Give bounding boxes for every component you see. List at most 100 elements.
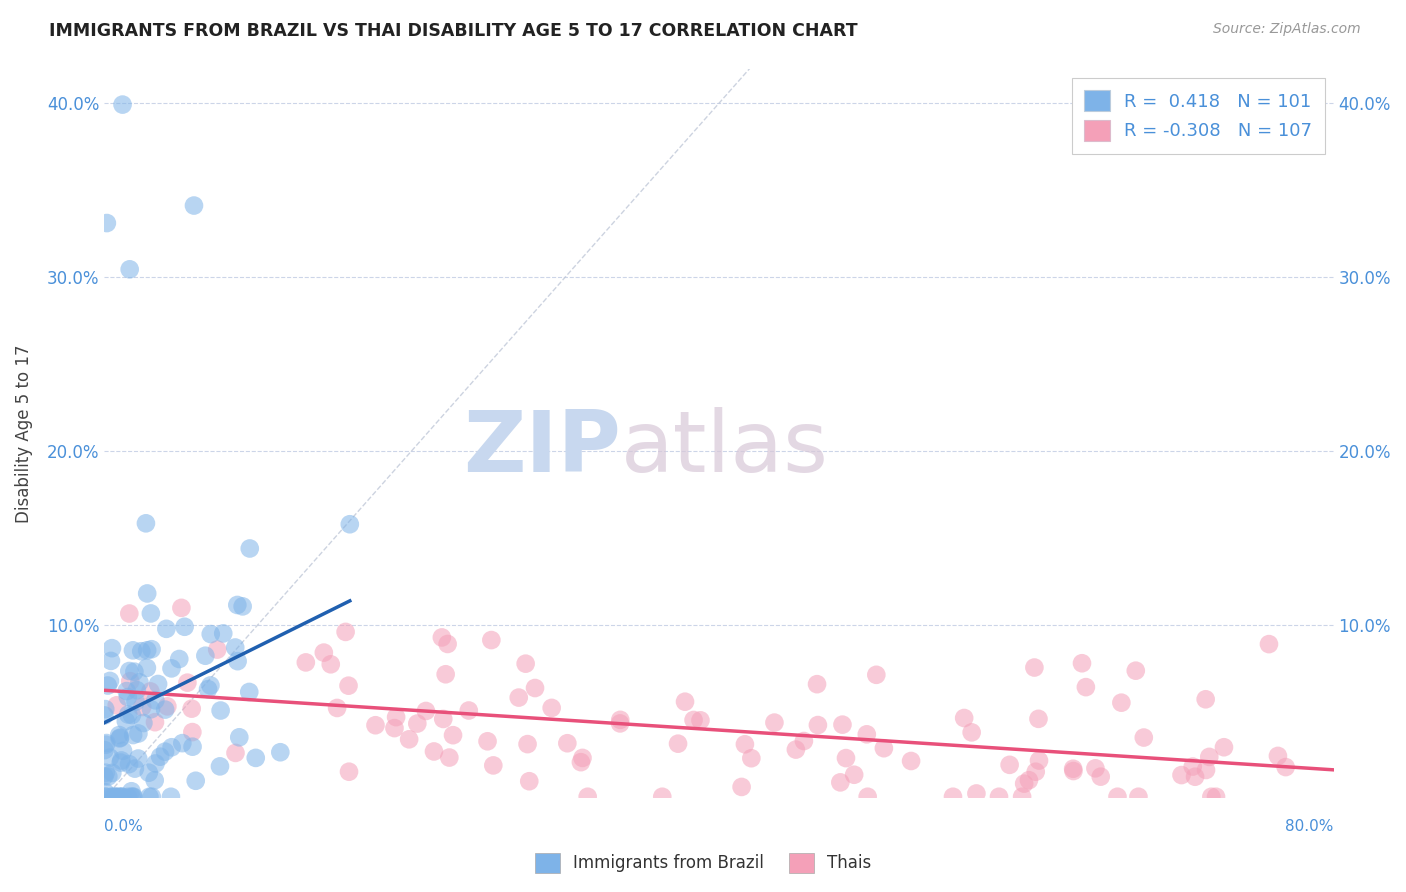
Point [153, 703, 176, 717]
Point [1071, 657, 1094, 671]
Point [143, 693, 166, 707]
Point [855, 727, 877, 741]
Point [117, 690, 139, 704]
Point [93, 708, 115, 723]
Point [103, 789, 125, 804]
Point [146, 677, 169, 691]
Point [141, 642, 163, 657]
Point [200, 627, 222, 641]
Point [385, 710, 408, 724]
Point [120, 784, 142, 798]
Point [94, 702, 117, 716]
Point [1195, 763, 1218, 777]
Point [212, 626, 235, 640]
Point [127, 751, 149, 765]
Point [93, 743, 115, 757]
Point [224, 640, 246, 655]
Point [569, 755, 592, 769]
Point [269, 745, 291, 759]
Point [1025, 764, 1047, 779]
Point [94, 738, 117, 752]
Point [181, 725, 204, 739]
Point [1181, 759, 1204, 773]
Point [97, 679, 120, 693]
Point [124, 695, 146, 709]
Point [364, 718, 387, 732]
Point [942, 789, 965, 804]
Point [132, 716, 155, 731]
Point [120, 789, 142, 804]
Point [143, 715, 166, 730]
Point [900, 754, 922, 768]
Point [873, 741, 896, 756]
Point [434, 667, 457, 681]
Point [118, 262, 141, 277]
Point [576, 789, 599, 804]
Point [406, 716, 429, 731]
Text: 80.0%: 80.0% [1285, 820, 1334, 834]
Point [1195, 692, 1218, 706]
Point [120, 674, 142, 689]
Point [830, 775, 852, 789]
Point [138, 789, 160, 804]
Point [184, 773, 207, 788]
Point [160, 740, 183, 755]
Point [384, 721, 406, 735]
Point [96, 736, 118, 750]
Point [207, 642, 229, 657]
Point [763, 715, 786, 730]
Point [208, 759, 231, 773]
Point [1133, 731, 1156, 745]
Point [115, 684, 138, 698]
Point [515, 657, 537, 671]
Point [100, 654, 122, 668]
Point [160, 789, 183, 804]
Point [94, 789, 117, 804]
Point [1024, 660, 1046, 674]
Point [740, 751, 762, 765]
Point [1170, 768, 1192, 782]
Point [173, 620, 195, 634]
Point [666, 737, 689, 751]
Point [856, 789, 879, 804]
Point [93, 769, 115, 783]
Point [1184, 770, 1206, 784]
Point [730, 780, 752, 794]
Point [97, 769, 120, 783]
Point [319, 657, 342, 672]
Point [844, 768, 866, 782]
Point [689, 714, 711, 728]
Point [108, 731, 131, 745]
Y-axis label: Disability Age 5 to 17: Disability Age 5 to 17 [15, 344, 32, 523]
Point [226, 598, 249, 612]
Point [160, 661, 183, 675]
Point [176, 675, 198, 690]
Point [609, 713, 631, 727]
Point [326, 701, 349, 715]
Point [118, 607, 141, 621]
Point [94, 765, 117, 780]
Point [1128, 789, 1150, 804]
Point [98, 673, 121, 688]
Point [436, 637, 458, 651]
Point [108, 731, 131, 746]
Point [118, 757, 141, 772]
Text: atlas: atlas [620, 407, 828, 490]
Point [1274, 760, 1296, 774]
Point [118, 664, 141, 678]
Point [127, 726, 149, 740]
Point [430, 631, 453, 645]
Point [94, 785, 117, 799]
Point [1062, 764, 1084, 778]
Point [108, 728, 131, 742]
Point [139, 607, 162, 621]
Point [131, 700, 153, 714]
Point [94, 789, 117, 804]
Point [104, 789, 127, 804]
Point [1201, 789, 1223, 804]
Point [181, 739, 204, 754]
Point [128, 675, 150, 690]
Point [1028, 712, 1050, 726]
Point [129, 644, 152, 658]
Point [415, 704, 437, 718]
